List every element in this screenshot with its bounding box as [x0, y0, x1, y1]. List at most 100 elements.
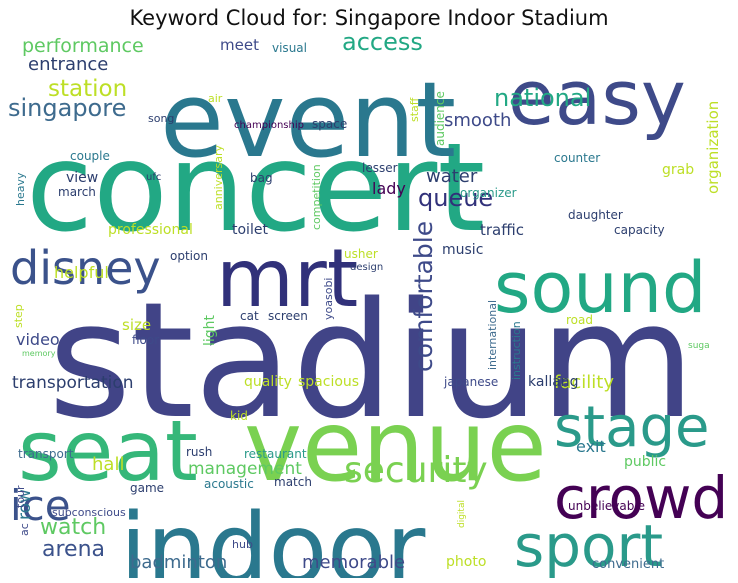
word-water: water	[426, 166, 478, 187]
word-ice: ice	[10, 481, 71, 530]
word-ufc: ufc	[146, 172, 161, 183]
word-cat: cat	[240, 309, 259, 323]
word-digital: digital	[457, 500, 467, 528]
word-space: space	[312, 117, 347, 131]
word-professional: professional	[108, 222, 193, 238]
word-helpful: helpful	[54, 263, 109, 282]
word-mrt: mrt	[216, 232, 358, 325]
word-organization: organization	[704, 101, 722, 194]
word-acoustic: acoustic	[204, 477, 254, 491]
word-usher: usher	[344, 247, 378, 261]
word-lady: lady	[372, 179, 406, 198]
word-screen: screen	[268, 309, 308, 323]
word-yoasobi: yoasobi	[322, 278, 335, 320]
word-instruction: instruction	[510, 321, 523, 380]
word-championship: championship	[234, 120, 304, 131]
word-counter: counter	[554, 151, 600, 165]
word-tour: tour	[14, 485, 27, 508]
word-road: road	[566, 313, 593, 327]
word-venue: venue	[244, 390, 547, 504]
word-sound: sound	[494, 247, 706, 329]
word-light: light	[202, 314, 218, 346]
word-floor: floor	[132, 333, 159, 347]
word-unbelievable: unbelievable	[568, 499, 645, 513]
word-step: step	[12, 304, 25, 328]
word-match: match	[274, 475, 312, 489]
word-video: video	[16, 330, 60, 349]
word-comfortable: comfortable	[409, 221, 438, 372]
word-spacious: spacious	[298, 374, 359, 390]
word-kallang: kallang	[528, 374, 579, 390]
word-performance: performance	[22, 35, 144, 57]
word-game: game	[130, 481, 164, 495]
word-daughter: daughter	[568, 208, 623, 222]
word-quality: quality	[244, 374, 292, 390]
word-memory: memory	[22, 349, 56, 358]
word-management: management	[188, 459, 302, 479]
word-stage: stage	[554, 395, 709, 460]
word-toilet: toilet	[232, 222, 268, 238]
word-visual: visual	[272, 41, 307, 55]
word-march: march	[58, 185, 96, 199]
word-photo: photo	[446, 554, 486, 570]
word-kid: kid	[230, 409, 248, 423]
word-transport: transport	[18, 447, 74, 461]
word-national: national	[494, 84, 591, 112]
word-convenient: convenient	[592, 557, 664, 572]
word-competition: competition	[310, 164, 323, 230]
word-exit: exit	[576, 437, 606, 456]
word-concert: concert	[26, 117, 485, 259]
word-heavy: heavy	[14, 172, 27, 206]
word-security: security	[344, 450, 488, 491]
word-music: music	[442, 242, 483, 258]
word-ac: ac	[18, 523, 31, 536]
word-event: event	[160, 59, 456, 181]
word-arena: arena	[42, 537, 105, 562]
word-anniversary: anniversary	[212, 144, 225, 210]
word-capacity: capacity	[614, 223, 665, 237]
word-size: size	[122, 316, 151, 334]
word-meet: meet	[220, 36, 259, 54]
word-design: design	[350, 262, 383, 273]
word-air: air	[208, 92, 223, 105]
word-indoor: indoor	[120, 493, 426, 578]
word-watch: watch	[40, 515, 106, 540]
word-station: station	[48, 76, 127, 102]
word-lesser: lesser	[362, 161, 398, 175]
word-bag: bag	[250, 171, 273, 185]
word-seat: seat	[18, 402, 198, 500]
word-audience: audience	[433, 91, 447, 146]
word-traffic: traffic	[480, 221, 524, 239]
word-hall: hall	[92, 454, 124, 475]
word-facility: facility	[554, 372, 614, 393]
word-crowd: crowd	[554, 464, 728, 532]
word-stadium: stadium	[48, 267, 695, 454]
word-transportation: transportation	[12, 373, 134, 393]
word-hub: hub	[232, 538, 253, 551]
word-suga: suga	[688, 341, 710, 351]
word-organizer: organizer	[460, 186, 517, 200]
word-badminton: badminton	[130, 552, 227, 573]
word-option: option	[170, 249, 208, 263]
word-restaurant: restaurant	[244, 447, 307, 461]
word-access: access	[342, 34, 423, 56]
word-singapore: singapore	[8, 94, 126, 122]
word-smooth: smooth	[444, 110, 511, 131]
word-staff: staff	[408, 97, 421, 122]
word-sport: sport	[514, 512, 663, 578]
word-easy: easy	[508, 53, 686, 142]
word-disney: disney	[10, 241, 161, 295]
word-memorable: memorable	[302, 552, 405, 573]
word-queue: queue	[418, 184, 493, 212]
word-couple: couple	[70, 149, 110, 163]
word-japanese: japanese	[443, 375, 498, 389]
word-international: international	[486, 300, 499, 370]
word-public: public	[624, 454, 666, 470]
word-subconscious: subconscious	[52, 506, 126, 519]
word-grab: grab	[662, 162, 694, 178]
word-song: song	[148, 112, 174, 125]
word-entrance: entrance	[28, 54, 108, 75]
word-rush: rush	[186, 445, 212, 459]
word-view: view	[66, 170, 98, 186]
